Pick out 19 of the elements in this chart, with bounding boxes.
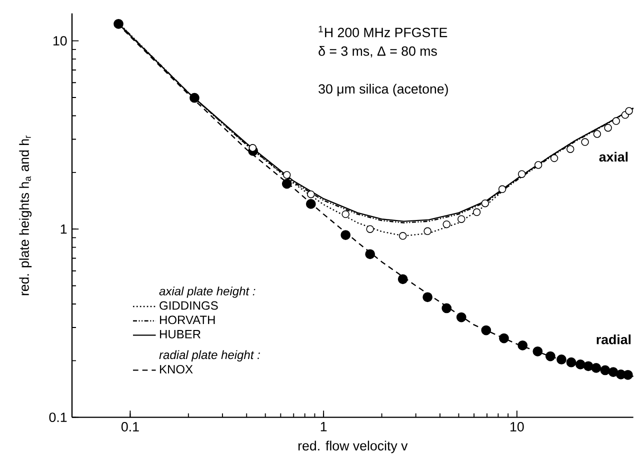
legend-label: HUBER: [160, 330, 200, 338]
legend-label: HORVATH: [160, 316, 215, 324]
legend-label: GIDDINGS: [160, 301, 218, 310]
annotation: 30 μm silica (acetone): [318, 84, 448, 96]
y-tick-label: 0.1: [49, 412, 67, 422]
x-tick-label: 0.1: [121, 422, 139, 432]
annotation: radial: [596, 334, 631, 344]
annotation: $^{1}$H 200 MHz PFGSTE: [318, 26, 448, 38]
annotation: δ = 3 ms, Δ = 80 ms: [318, 46, 437, 58]
annotation: radial plate height :: [159, 350, 260, 362]
y-tick-label: 10: [53, 36, 67, 46]
annotation: axial plate height :: [159, 286, 256, 298]
legend-label: KNOX: [160, 364, 193, 374]
x-tick-label: 1: [320, 422, 327, 432]
x-axis-title: red. flow velocity v: [298, 440, 408, 454]
x-tick-label: 10: [510, 422, 524, 432]
y-tick-label: 1: [60, 224, 67, 234]
y-axis-title: red. plate heights h$_{a}$ and h$_{r}$: [19, 135, 32, 296]
annotation: axial: [599, 152, 628, 162]
